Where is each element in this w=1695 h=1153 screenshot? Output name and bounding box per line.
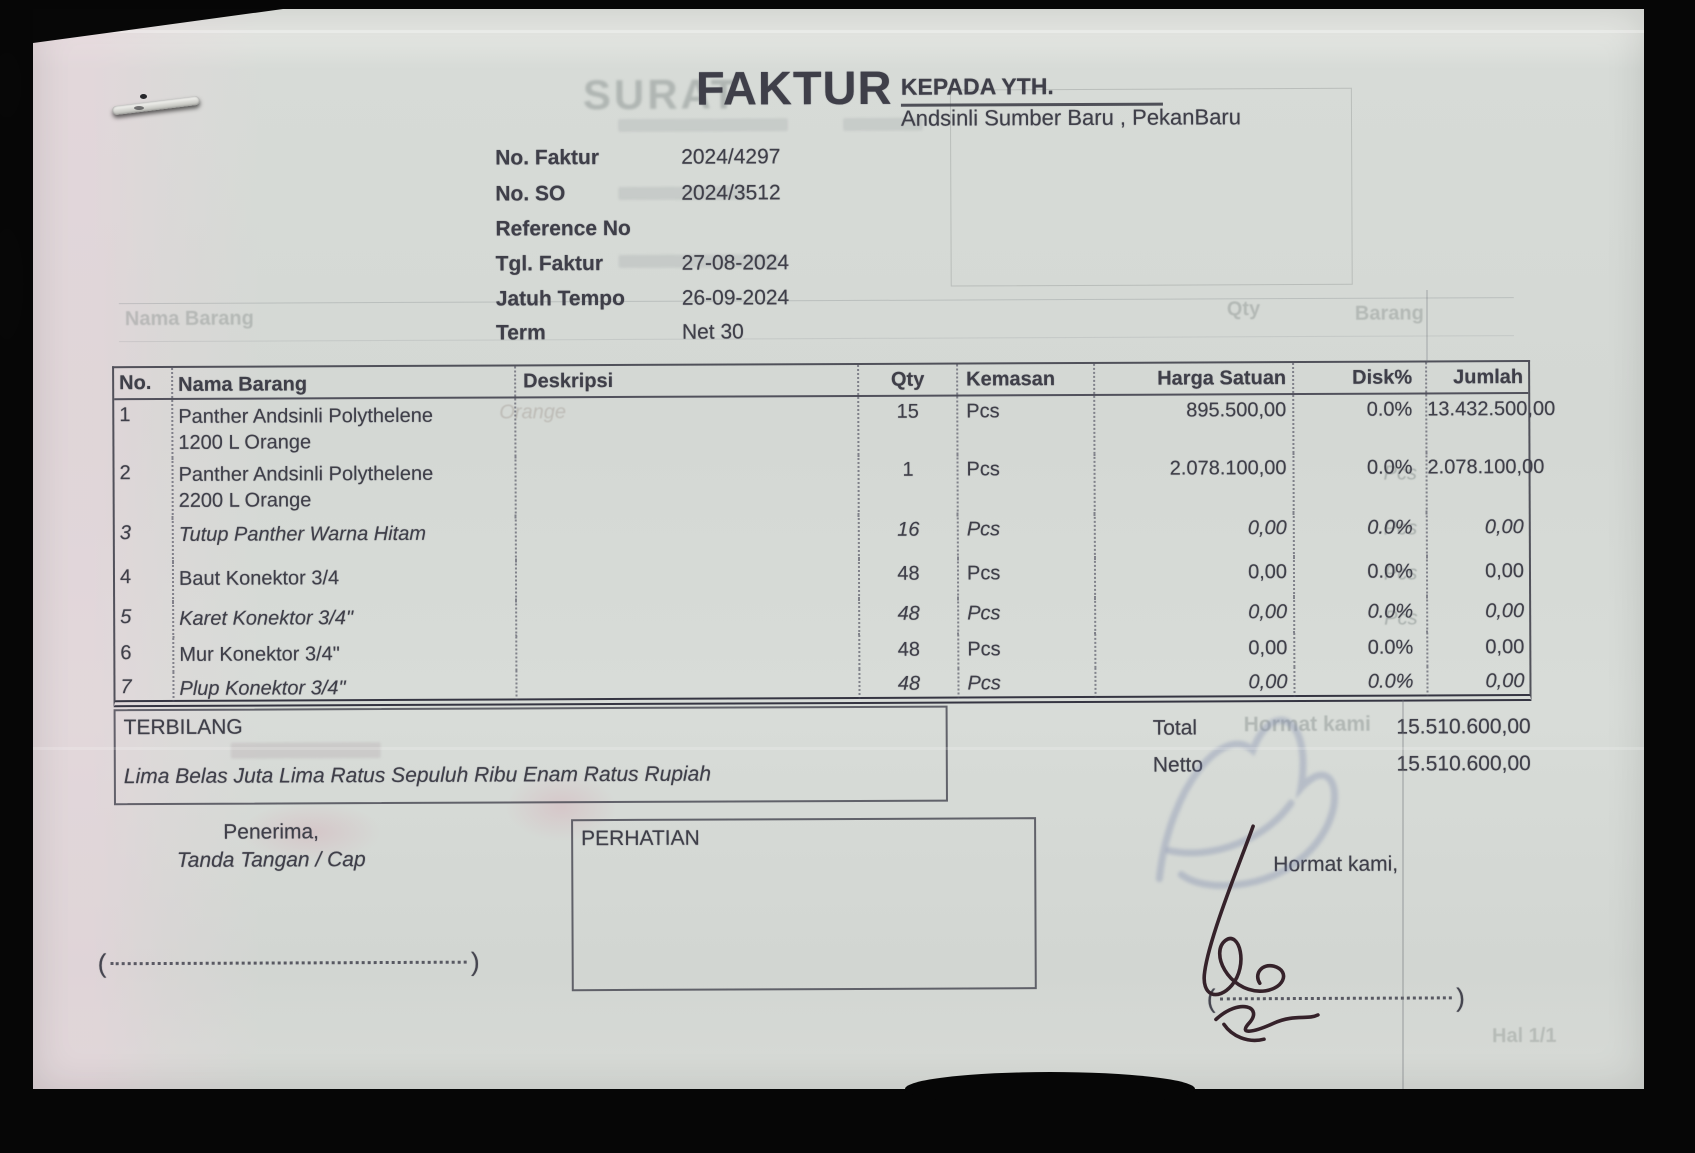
ink-speck [140, 94, 147, 99]
fold-crease [1402, 700, 1404, 1089]
ink-speck [134, 106, 144, 110]
paper-sheet [33, 9, 1644, 1089]
scan-band [33, 747, 1644, 750]
scan-edge-wave [905, 1072, 1195, 1106]
scan-edge-blob [0, 52, 22, 118]
fold-crease [1426, 290, 1428, 363]
scan-band [33, 30, 1644, 33]
